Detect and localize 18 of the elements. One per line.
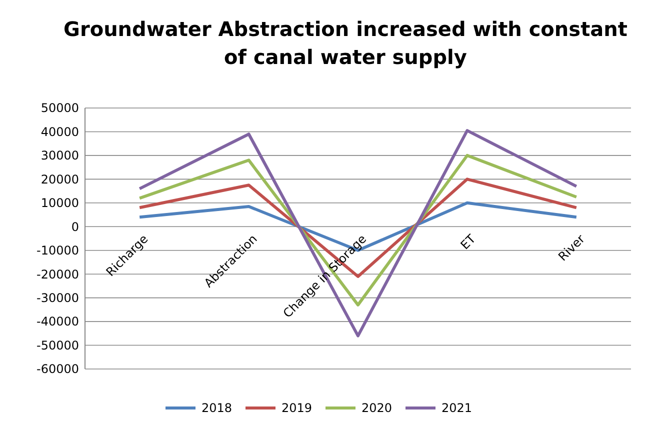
y-tick-label: 30000 [40, 148, 79, 163]
y-tick-label: -40000 [36, 314, 79, 329]
y-tick-label: -10000 [36, 244, 79, 258]
y-tick-label: -60000 [36, 362, 79, 376]
y-tick-label: -20000 [36, 267, 79, 282]
x-tick-label: ET [458, 231, 479, 252]
y-tick-label: 20000 [40, 172, 79, 186]
legend-label: 2019 [282, 401, 312, 416]
y-tick-label: 0 [71, 220, 79, 234]
legend-label: 2021 [442, 401, 472, 416]
legend-label: 2018 [202, 401, 232, 416]
chart-title: Groundwater Abstraction increased with constant of canal water supply [64, 17, 628, 69]
legend-label: 2020 [362, 401, 392, 416]
y-tick-label: 10000 [40, 196, 79, 210]
y-tick-label: 50000 [40, 101, 79, 116]
y-tick-label: 40000 [40, 124, 79, 139]
y-tick-label: -50000 [36, 338, 79, 352]
y-tick-label: -30000 [36, 291, 79, 306]
